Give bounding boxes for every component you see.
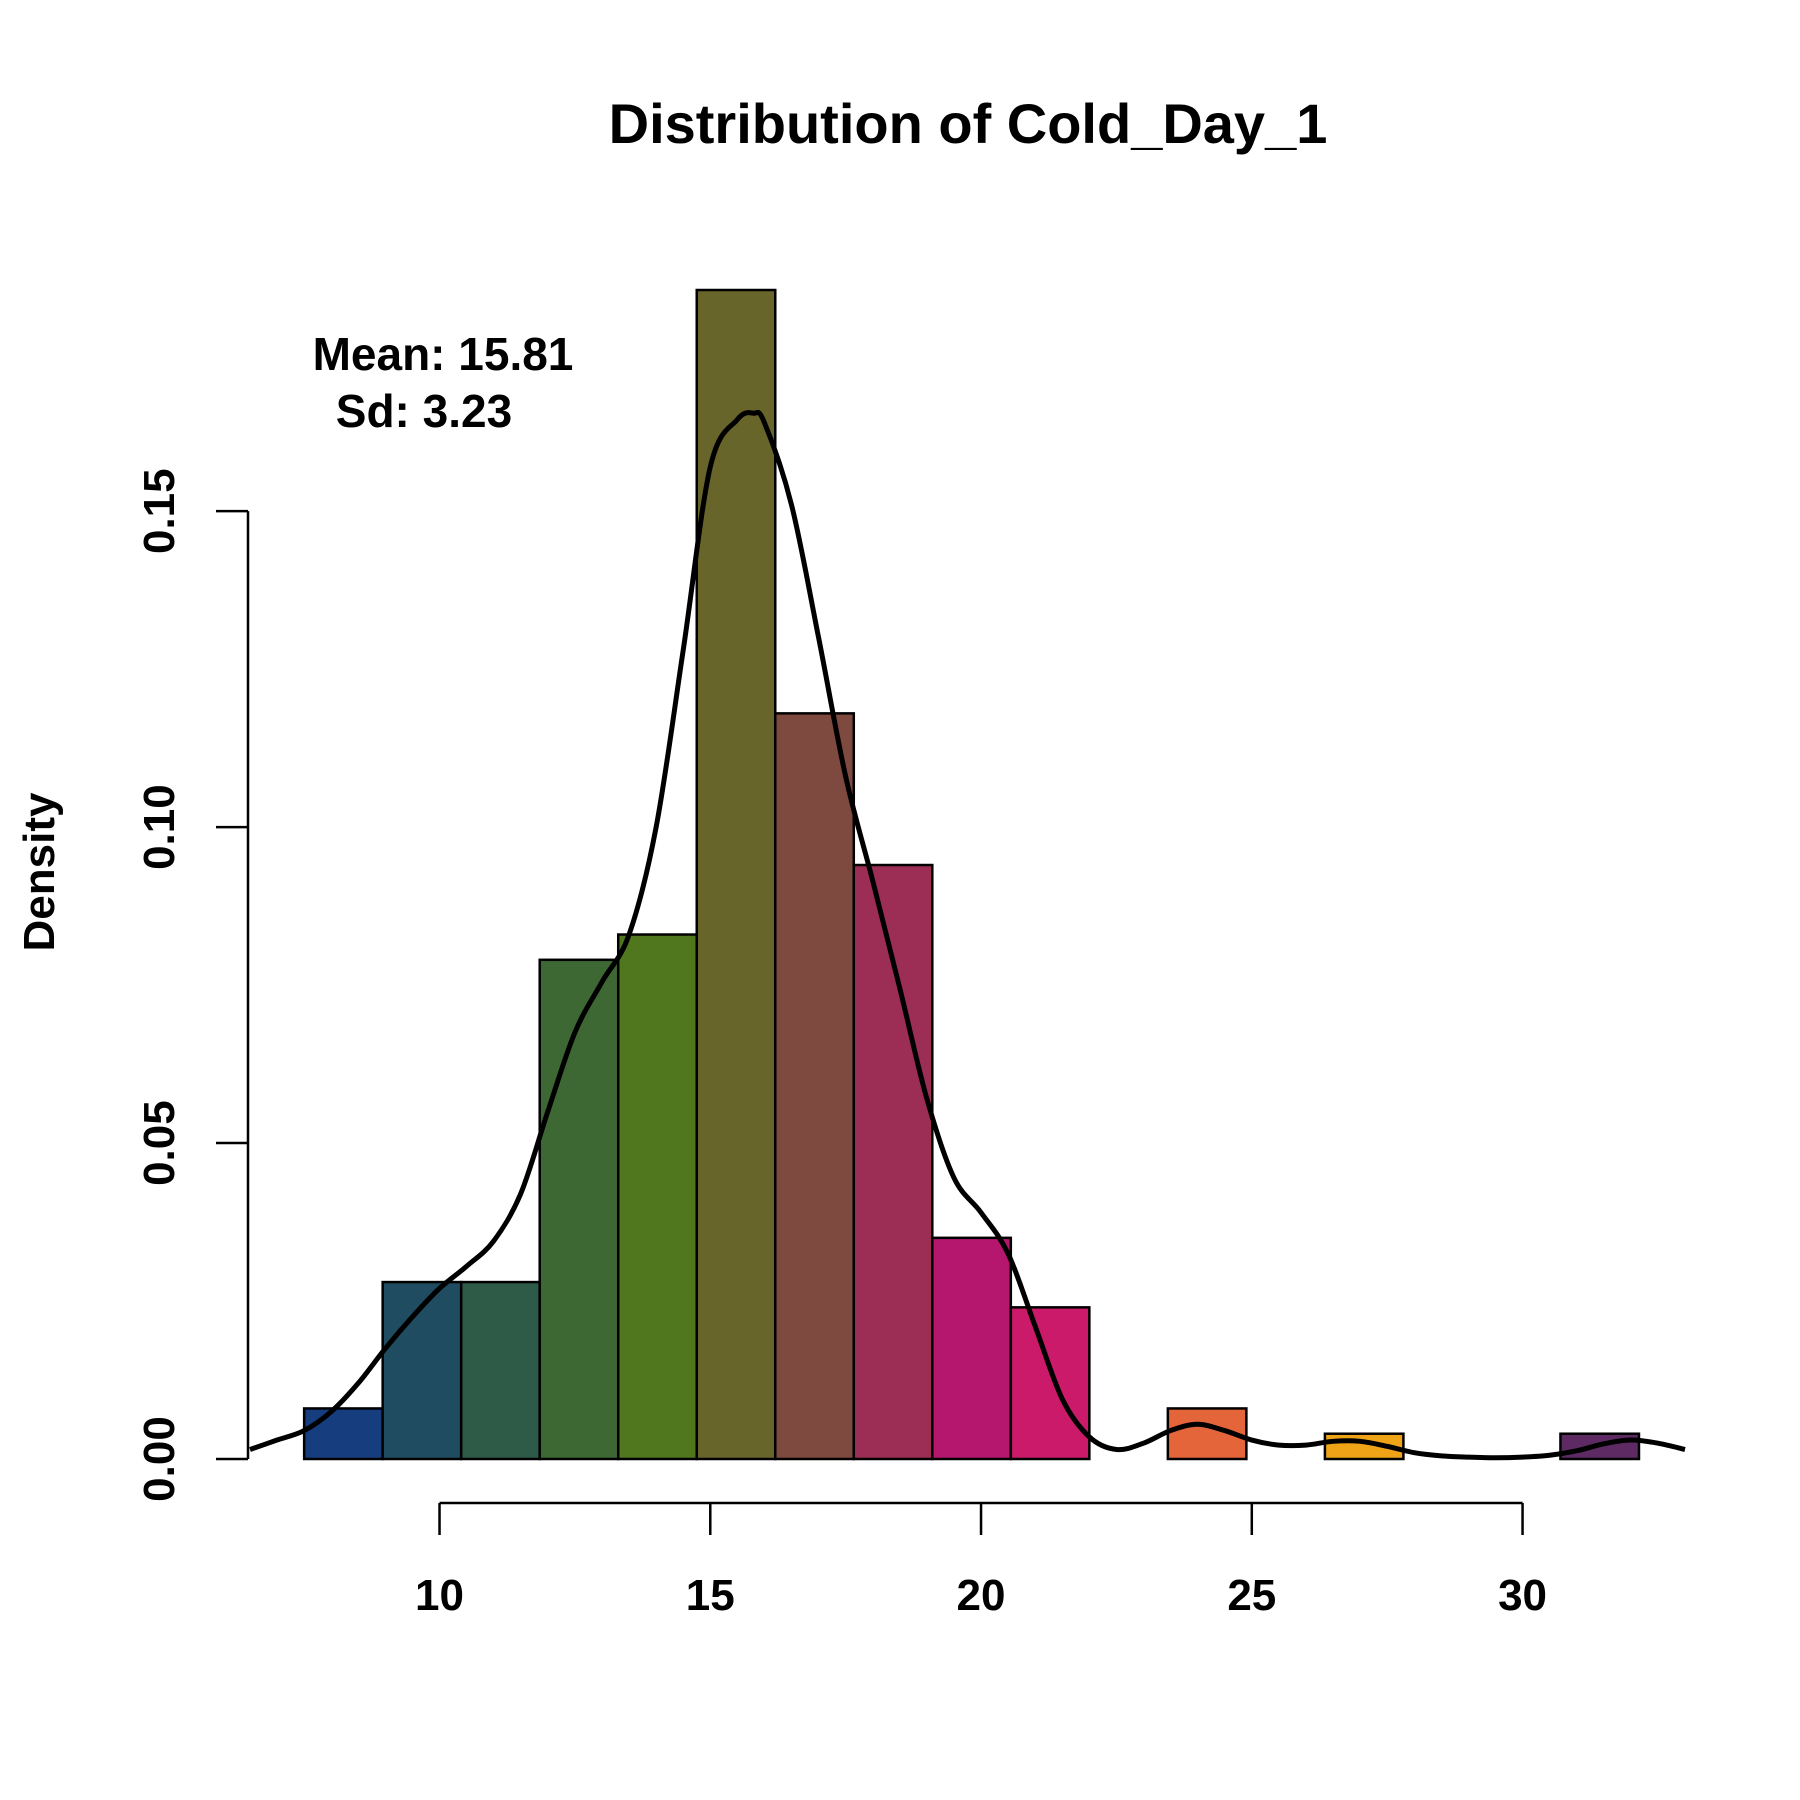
density-curve <box>249 409 1686 1461</box>
x-tick-label: 25 <box>1227 1571 1276 1620</box>
y-tick-label: 0.00 <box>135 1416 184 1502</box>
x-tick-label: 20 <box>957 1571 1006 1620</box>
histogram-bar-5 <box>616 933 698 1461</box>
y-tick-label: 0.10 <box>135 784 184 870</box>
histogram-bar-1 <box>302 1407 384 1461</box>
histogram-bar-10 <box>1009 1306 1091 1461</box>
y-tick-label: 0.15 <box>135 468 184 554</box>
sd-annotation: Sd: 3.23 <box>336 385 512 437</box>
histogram-bar-9 <box>931 1236 1013 1461</box>
y-axis-label: Density <box>15 792 64 951</box>
histogram-bar-7 <box>774 712 856 1461</box>
chart-title: Distribution of Cold_Day_1 <box>609 92 1328 155</box>
histogram-bar-2 <box>381 1280 463 1461</box>
x-axis: 10 15 20 25 30 <box>415 1501 1547 1620</box>
x-tick-label: 15 <box>686 1571 735 1620</box>
x-tick-label: 30 <box>1498 1571 1547 1620</box>
histogram-bars <box>302 288 1641 1461</box>
y-axis: 0.00 0.05 0.10 0.15 <box>135 468 250 1502</box>
histogram-bar-3 <box>459 1280 541 1461</box>
y-tick-label: 0.05 <box>135 1100 184 1186</box>
x-tick-label: 10 <box>415 1571 464 1620</box>
histogram-bar-4 <box>538 958 620 1461</box>
histogram-bar-6 <box>695 288 777 1461</box>
mean-annotation: Mean: 15.81 <box>313 328 574 380</box>
